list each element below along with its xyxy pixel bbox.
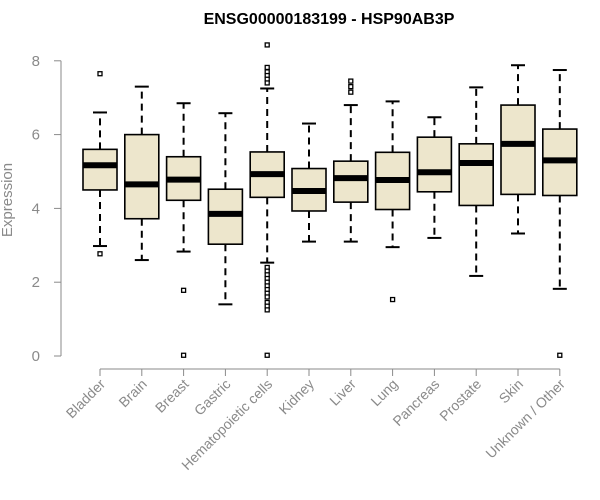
- box-prostate: [458, 86, 495, 277]
- outlier-point: [264, 294, 270, 300]
- outlier-point: [264, 80, 270, 86]
- outlier-point: [389, 296, 396, 303]
- x-tick-label: Liver: [326, 376, 359, 409]
- outlier-point: [264, 307, 270, 313]
- x-tick-label: Brain: [115, 376, 149, 410]
- y-tick-label: 0: [32, 348, 40, 365]
- box-pancreas: [416, 116, 453, 239]
- x-tick-label: Bladder: [63, 376, 109, 422]
- outlier-point: [97, 251, 103, 257]
- outlier-point: [348, 78, 354, 84]
- outlier-point: [348, 83, 354, 90]
- box-iqr: [458, 143, 495, 207]
- x-tick-label: Skin: [496, 376, 527, 407]
- y-tick-label: 4: [32, 200, 40, 217]
- y-axis-label: Expression: [0, 163, 16, 237]
- outlier-point: [348, 89, 354, 95]
- plot-marks: [82, 42, 578, 358]
- box-iqr: [500, 104, 536, 196]
- x-tick-label: Kidney: [276, 376, 318, 418]
- box-iqr: [82, 148, 118, 191]
- outlier-point: [97, 71, 103, 77]
- y-axis: 0 2 4 6 8: [32, 53, 62, 365]
- box-bladder: [82, 71, 118, 257]
- box-unknown-other: [541, 69, 578, 358]
- x-tick-label: Prostate: [436, 376, 484, 424]
- box-lung: [374, 100, 411, 303]
- box-gastric: [207, 112, 244, 306]
- chart-title: ENSG00000183199 - HSP90AB3P: [204, 11, 455, 28]
- box-kidney: [291, 122, 327, 243]
- box-breast: [165, 102, 202, 358]
- y-tick-label: 8: [32, 53, 40, 70]
- outlier-point: [264, 42, 270, 48]
- outlier-point: [180, 352, 187, 358]
- x-tick-label: Breast: [152, 376, 192, 416]
- outlier-point: [264, 352, 270, 358]
- box-iqr: [332, 160, 369, 203]
- x-tick-label: Unknown / Other: [482, 376, 568, 462]
- y-tick-label: 6: [32, 127, 40, 144]
- box-brain: [124, 85, 160, 262]
- x-tick-label: Lung: [367, 376, 400, 409]
- box-liver: [332, 78, 369, 243]
- outlier-point: [557, 352, 563, 358]
- box-iqr: [416, 136, 453, 193]
- box-hematopoietic-cells: [249, 42, 285, 358]
- y-tick-label: 2: [32, 274, 40, 291]
- outlier-point: [264, 64, 270, 71]
- box-skin: [500, 64, 536, 235]
- outlier-point: [180, 287, 187, 293]
- box-iqr: [124, 133, 160, 220]
